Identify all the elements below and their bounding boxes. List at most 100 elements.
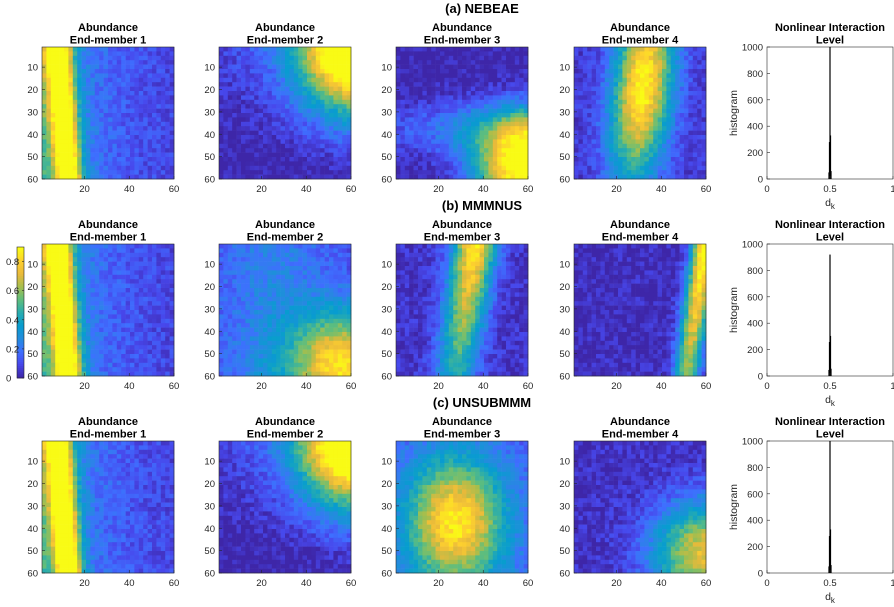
heatmap-cell <box>409 113 414 118</box>
heatmap-cell <box>130 318 135 324</box>
heatmap-cell <box>112 95 118 101</box>
heatmap-cell <box>600 170 606 175</box>
heatmap-cell <box>50 371 56 377</box>
heatmap-cell <box>648 64 654 70</box>
heatmap-cell <box>77 318 82 324</box>
heatmap-cell <box>648 152 654 158</box>
heatmap-cell <box>324 73 330 79</box>
heatmap-cell <box>484 161 489 167</box>
heatmap-cell <box>640 77 645 83</box>
heatmap-cell <box>72 332 78 337</box>
heatmap-cell <box>130 257 135 262</box>
heatmap-cell <box>697 73 702 79</box>
heatmap-cell <box>169 82 175 87</box>
heatmap-cell <box>501 77 507 83</box>
heatmap-cell <box>138 270 144 276</box>
heatmap-cell <box>333 104 339 109</box>
heatmap-cell <box>232 170 237 175</box>
heatmap-cell <box>479 139 485 145</box>
heatmap-cell <box>263 51 268 57</box>
heatmap-cell <box>258 55 264 61</box>
heatmap-cell <box>431 104 436 109</box>
heatmap-cell <box>227 152 233 158</box>
heatmap-cell <box>94 117 100 123</box>
heatmap-cell <box>138 64 144 70</box>
heatmap-cell <box>635 161 641 167</box>
heatmap-cell <box>342 95 347 101</box>
heatmap-cell <box>475 126 480 131</box>
heatmap-cell <box>59 292 65 298</box>
heatmap-cell <box>156 60 162 65</box>
heatmap-cell <box>143 86 148 92</box>
heatmap-cell <box>635 64 641 70</box>
heatmap-cell <box>46 327 52 333</box>
heatmap-cell <box>409 117 414 123</box>
heatmap-cell <box>666 91 672 96</box>
heatmap-cell <box>324 121 330 127</box>
heatmap-cell <box>125 318 131 324</box>
heatmap-cell <box>271 288 277 293</box>
heatmap-cell <box>271 55 277 61</box>
heatmap-cell <box>657 55 663 61</box>
heatmap-cell <box>271 274 277 280</box>
heatmap-cell <box>492 104 498 109</box>
heatmap-cell <box>475 143 480 149</box>
heatmap-cell <box>46 60 52 65</box>
heatmap-cell <box>223 279 229 284</box>
heatmap-cell <box>130 332 135 337</box>
heatmap-cell <box>613 91 619 96</box>
heatmap-cell <box>99 305 104 311</box>
heatmap-cell <box>138 126 144 131</box>
heatmap-cell <box>72 165 78 171</box>
heatmap-cell <box>165 349 170 355</box>
heatmap-cell <box>116 354 122 359</box>
heatmap-cell <box>523 55 529 61</box>
heatmap-cell <box>276 108 281 114</box>
heatmap-cell <box>254 270 259 276</box>
heatmap-cell <box>46 349 52 355</box>
heatmap-cell <box>457 170 463 175</box>
heatmap-cell <box>227 283 233 289</box>
heatmap-cell <box>413 135 419 140</box>
heatmap-cell <box>227 174 233 180</box>
heatmap-cell <box>108 77 113 83</box>
heatmap-cell <box>342 244 347 249</box>
heatmap-cell <box>574 95 579 101</box>
heatmap-cell <box>232 130 237 136</box>
heatmap-cell <box>396 82 401 87</box>
heatmap-cell <box>156 314 162 320</box>
heatmap-cell <box>267 279 273 284</box>
heatmap-cell <box>267 126 273 131</box>
heatmap-cell <box>121 279 126 284</box>
heatmap-cell <box>462 139 467 145</box>
heatmap-cell <box>320 274 325 280</box>
heatmap-cell <box>165 261 170 267</box>
heatmap-cell <box>484 130 489 136</box>
heatmap-cell <box>271 143 277 149</box>
heatmap-cell <box>587 77 592 83</box>
heatmap-cell <box>320 126 325 131</box>
heatmap-cell <box>130 248 135 254</box>
heatmap-cell <box>42 69 47 74</box>
heatmap-cell <box>315 69 321 74</box>
heatmap-cell <box>232 117 237 123</box>
heatmap-cell <box>679 174 685 180</box>
heatmap-cell <box>596 126 601 131</box>
heatmap-cell <box>134 126 140 131</box>
heatmap-cell <box>596 51 601 57</box>
heatmap-cell <box>249 157 255 162</box>
heatmap-cell <box>138 332 144 337</box>
heatmap-cell <box>236 270 242 276</box>
heatmap-cell <box>400 157 406 162</box>
heatmap-cell <box>453 82 458 87</box>
heatmap-cell <box>112 108 118 114</box>
heatmap-cell <box>99 139 104 145</box>
heatmap-cell <box>631 165 636 171</box>
heatmap-cell <box>112 292 118 298</box>
heatmap-cell <box>72 82 78 87</box>
heatmap-cell <box>285 274 290 280</box>
heatmap-cell <box>285 47 290 52</box>
hist-bar <box>829 135 832 179</box>
heatmap-cell <box>249 139 255 145</box>
heatmap-cell <box>160 170 166 175</box>
